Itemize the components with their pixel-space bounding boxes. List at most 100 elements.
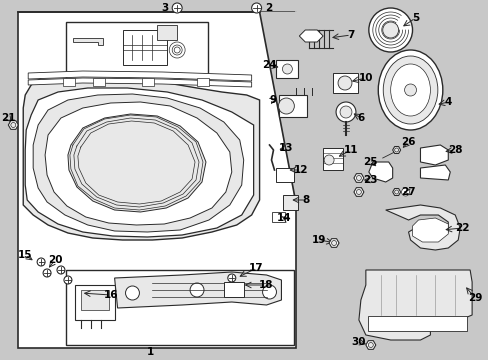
Polygon shape	[328, 239, 338, 247]
Text: 14: 14	[277, 213, 291, 223]
Circle shape	[172, 45, 182, 55]
Circle shape	[356, 176, 361, 180]
Circle shape	[37, 258, 45, 266]
Text: 1: 1	[146, 347, 154, 357]
Polygon shape	[368, 162, 392, 182]
Text: 21: 21	[1, 113, 16, 123]
Bar	[367, 316, 466, 331]
Text: 26: 26	[401, 137, 415, 147]
Bar	[142, 78, 154, 86]
Ellipse shape	[378, 50, 442, 130]
Circle shape	[172, 3, 182, 13]
Circle shape	[382, 22, 398, 38]
Text: 17: 17	[249, 263, 264, 273]
Circle shape	[227, 274, 235, 282]
Text: 28: 28	[447, 145, 462, 155]
Bar	[63, 78, 75, 86]
Text: 13: 13	[279, 143, 293, 153]
Bar	[279, 95, 306, 117]
Circle shape	[190, 283, 203, 297]
Polygon shape	[412, 218, 447, 242]
Polygon shape	[392, 189, 400, 195]
Text: 27: 27	[401, 187, 415, 197]
Ellipse shape	[390, 64, 429, 116]
Polygon shape	[259, 12, 296, 205]
Polygon shape	[385, 205, 459, 250]
Polygon shape	[28, 78, 251, 87]
Circle shape	[169, 42, 185, 58]
Circle shape	[174, 47, 180, 53]
Circle shape	[282, 64, 292, 74]
Text: 15: 15	[18, 250, 32, 260]
Bar	[271, 212, 285, 222]
Bar	[197, 78, 208, 86]
Circle shape	[356, 189, 361, 194]
Polygon shape	[122, 30, 167, 65]
Text: 23: 23	[363, 175, 377, 185]
Polygon shape	[25, 88, 253, 237]
Polygon shape	[33, 94, 243, 232]
Circle shape	[368, 8, 412, 52]
Bar	[18, 12, 296, 348]
Text: 16: 16	[103, 290, 118, 300]
Circle shape	[43, 269, 51, 277]
Polygon shape	[353, 188, 363, 196]
Polygon shape	[365, 341, 375, 349]
Text: 22: 22	[454, 223, 468, 233]
Circle shape	[404, 84, 416, 96]
Circle shape	[251, 3, 261, 13]
Circle shape	[394, 190, 398, 194]
Polygon shape	[157, 25, 177, 40]
Bar	[332, 73, 357, 93]
Ellipse shape	[383, 56, 437, 124]
Polygon shape	[420, 145, 447, 165]
Circle shape	[339, 106, 351, 118]
Bar	[81, 290, 108, 310]
Polygon shape	[114, 272, 281, 308]
Circle shape	[64, 276, 72, 284]
Text: 20: 20	[48, 255, 62, 265]
Text: 7: 7	[346, 30, 354, 40]
Polygon shape	[23, 72, 259, 240]
Bar	[66, 22, 207, 80]
Bar	[75, 285, 114, 320]
Bar	[276, 168, 294, 182]
Circle shape	[262, 285, 276, 299]
Circle shape	[401, 188, 409, 196]
Circle shape	[331, 240, 336, 246]
Bar	[93, 78, 104, 86]
Bar	[283, 195, 298, 210]
Polygon shape	[8, 121, 18, 129]
Polygon shape	[73, 38, 102, 45]
Bar	[323, 148, 342, 170]
Text: 3: 3	[162, 3, 168, 13]
Text: 8: 8	[302, 195, 309, 205]
Bar	[276, 60, 298, 78]
Polygon shape	[45, 102, 231, 225]
Circle shape	[125, 286, 139, 300]
Text: 5: 5	[411, 13, 418, 23]
Text: 18: 18	[259, 280, 273, 290]
Polygon shape	[299, 30, 323, 42]
Circle shape	[394, 148, 398, 152]
Bar	[224, 282, 243, 297]
Polygon shape	[358, 270, 471, 340]
Polygon shape	[420, 165, 449, 180]
Text: 29: 29	[467, 293, 481, 303]
Text: 4: 4	[444, 97, 451, 107]
Circle shape	[337, 76, 351, 90]
Circle shape	[335, 102, 355, 122]
Text: 12: 12	[293, 165, 308, 175]
Text: 2: 2	[264, 3, 272, 13]
Text: 11: 11	[343, 145, 358, 155]
Polygon shape	[68, 114, 205, 212]
Text: 25: 25	[363, 157, 377, 167]
Circle shape	[57, 266, 65, 274]
Circle shape	[11, 122, 16, 127]
Text: 19: 19	[311, 235, 325, 245]
Polygon shape	[28, 71, 251, 81]
Text: 24: 24	[262, 60, 276, 70]
Text: 6: 6	[357, 113, 364, 123]
Bar	[66, 270, 294, 345]
Circle shape	[278, 98, 294, 114]
